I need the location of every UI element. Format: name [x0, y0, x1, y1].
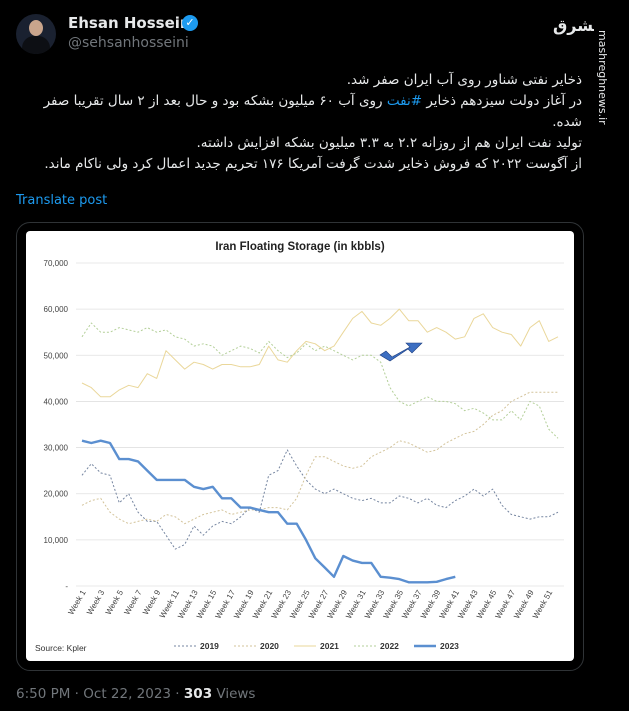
legend-label: 2021 [320, 641, 339, 651]
author-name[interactable]: Ehsan Hosseini [68, 14, 196, 32]
chart-svg: 70,000 60,000 50,000 40,000 30,000 20,000 10,0… [35, 241, 564, 653]
chart-title: Iran Floating Storage (in kbbls) [215, 241, 384, 253]
y-tick-label: 30,000 [44, 444, 69, 453]
y-tick-label: 10,000 [44, 536, 69, 545]
legend-label: 2019 [200, 641, 219, 651]
translate-post-link[interactable]: Translate post [16, 193, 108, 208]
tweet-text: ذخایر نفتی شناور روی آب ایران صفر شد. در… [16, 70, 582, 175]
y-tick-label: - [65, 582, 68, 591]
chart-source: Source: Kpler [35, 643, 87, 653]
series-line-2023 [81, 439, 456, 584]
avatar[interactable] [16, 14, 56, 54]
tweet-line-part: در آغاز دولت سیزدهم ذخایر [422, 93, 582, 109]
timestamp[interactable]: 6:50 PM · Oct 22, 2023 · [16, 686, 184, 702]
series-line-2021 [81, 308, 559, 398]
author-handle[interactable]: @sehsanhosseini [68, 35, 189, 51]
series-line-2022 [81, 322, 559, 439]
y-tick-label: 40,000 [44, 397, 69, 406]
series-line-2020 [81, 391, 558, 525]
media-card[interactable]: 70,000 60,000 50,000 40,000 30,000 20,000 10,0… [16, 222, 584, 671]
legend-label: 2023 [440, 641, 459, 651]
y-tick-label: 50,000 [44, 351, 69, 360]
views-label: Views [212, 686, 256, 702]
y-tick-label: 20,000 [44, 490, 69, 499]
arrow-icon [379, 342, 423, 362]
watermark-text: mashreghnews.ir [596, 30, 609, 125]
watermark-strip: mashreghnews.ir [594, 0, 629, 711]
legend-label: 2022 [380, 641, 399, 651]
verified-badge-icon: ✓ [182, 15, 198, 31]
tweet-line: از آگوست ۲۰۲۲ که فروش ذخایر شدت گرفت آمر… [44, 156, 582, 172]
tweet-line: ذخایر نفتی شناور روی آب ایران صفر شد. [346, 72, 582, 88]
y-tick-label: 70,000 [44, 259, 69, 268]
y-tick-label: 60,000 [44, 305, 69, 314]
tweet-line: تولید نفت ایران هم از روزانه ۲.۲ به ۳.۳ … [196, 135, 582, 151]
tweet-meta: 6:50 PM · Oct 22, 2023 · 303 Views [16, 686, 255, 702]
tweet-line: در آغاز دولت سیزدهم ذخایر #نفت روی آب ۶۰… [16, 91, 582, 133]
hashtag-link[interactable]: #نفت [386, 93, 423, 109]
series-line-2019 [81, 449, 559, 550]
tweet-line-part: روی آب ۶۰ میلیون بشکه بود و حال بعد از ۲… [43, 93, 582, 130]
views-count: 303 [183, 686, 213, 702]
site-logo: مشرق [553, 16, 604, 35]
legend-label: 2020 [260, 641, 279, 651]
chart-image: 70,000 60,000 50,000 40,000 30,000 20,000 10,0… [26, 231, 574, 661]
